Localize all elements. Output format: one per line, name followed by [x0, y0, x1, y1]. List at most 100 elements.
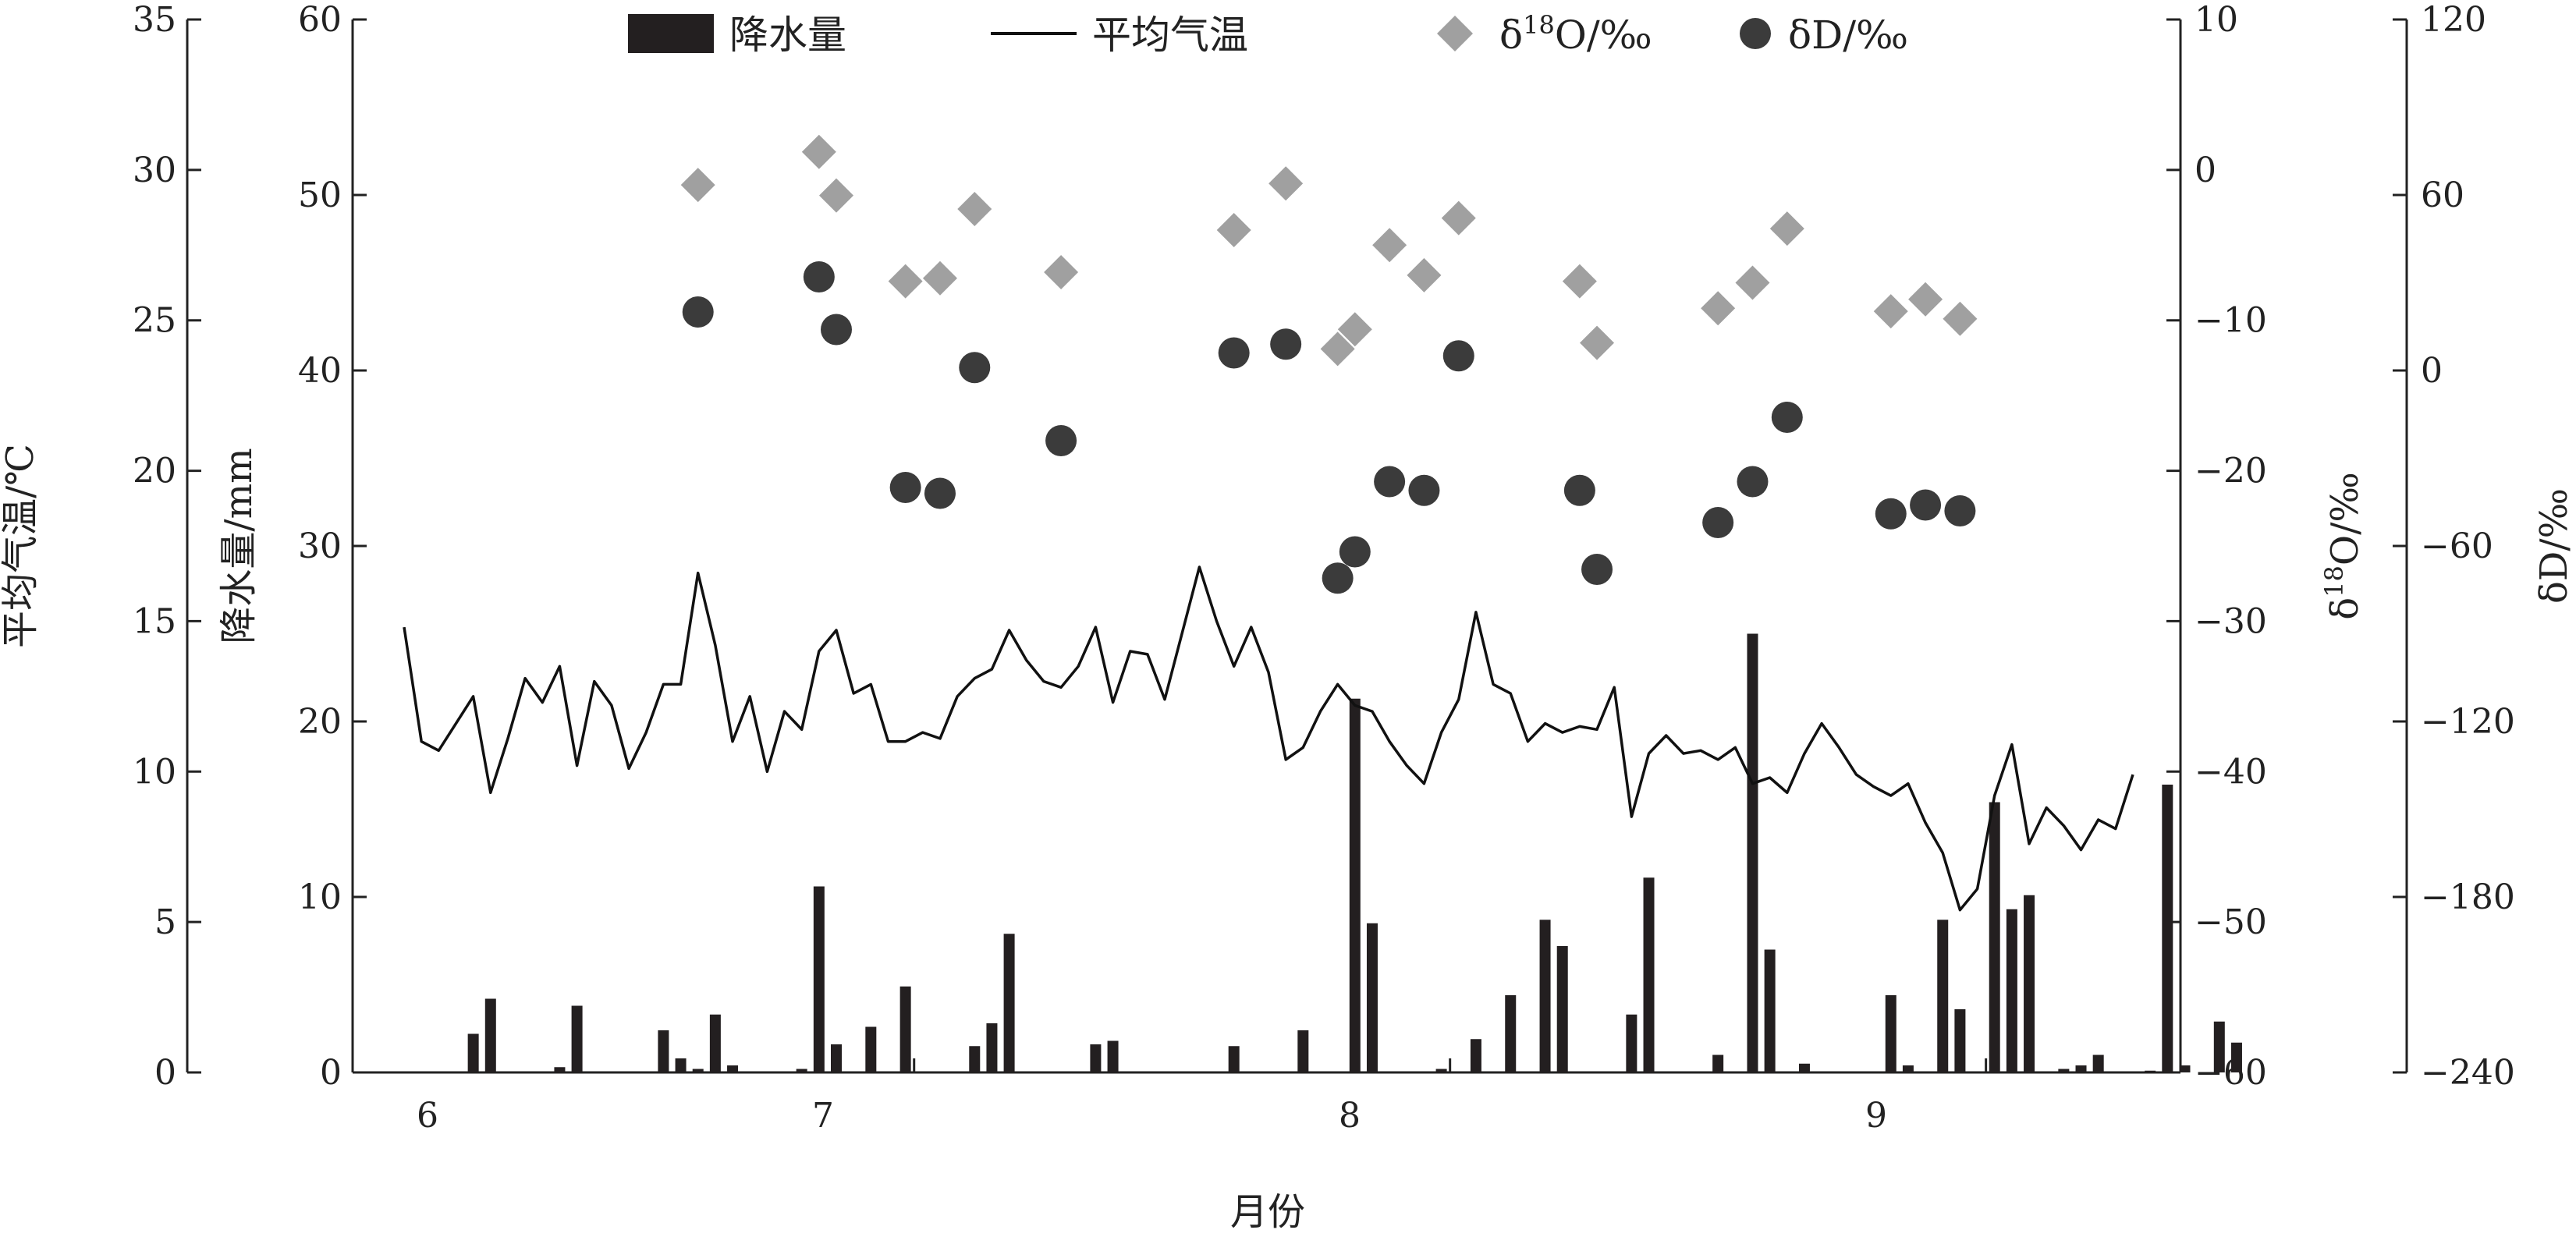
d18o-tick-label: −20	[2195, 452, 2267, 491]
d18o-point	[1268, 166, 1304, 201]
precipitation-bar	[1885, 995, 1897, 1072]
d18o-tick-label: −30	[2195, 601, 2267, 641]
legend-temp-label: 平均气温	[1092, 12, 1248, 58]
d18o-point	[1216, 213, 1251, 247]
d18o-point	[801, 134, 836, 169]
precipitation-bar	[1228, 1046, 1240, 1072]
precipitation-bar	[1297, 1030, 1309, 1072]
axis-ticks: 051015202530350102030405060−60−50−40−30−…	[133, 0, 2515, 1136]
isotope-points	[680, 134, 1978, 594]
dd-point	[682, 296, 714, 328]
precipitation-bar	[2179, 1065, 2191, 1072]
dd-point	[1563, 474, 1595, 506]
precipitation-bar	[1107, 1040, 1119, 1072]
precipitation-bar	[1989, 802, 2000, 1072]
dd-tick-label: −180	[2421, 877, 2515, 917]
dd-point	[1910, 489, 1942, 521]
dd-point	[803, 261, 835, 292]
precipitation-bar	[796, 1069, 807, 1072]
precipitation-bar	[1539, 920, 1551, 1072]
precipitation-bar	[1505, 995, 1517, 1072]
d18o-point	[1562, 264, 1597, 299]
precipitation-tick-label: 30	[298, 526, 342, 566]
precipitation-bar	[1798, 1063, 1810, 1072]
dd-point	[1339, 536, 1371, 568]
precipitation-bar	[1435, 1069, 1447, 1072]
precipitation-bars	[467, 633, 2242, 1072]
precipitation-bar	[554, 1067, 566, 1072]
d18o-tick-label: −40	[2195, 752, 2267, 792]
dd-point	[889, 472, 921, 503]
dd-point	[1218, 337, 1250, 369]
precipitation-bar	[1090, 1044, 1102, 1072]
temperature-tick-label: 5	[154, 902, 176, 942]
x-tick-label: 8	[1339, 1096, 1361, 1136]
precipitation-bar	[692, 1069, 704, 1072]
precipitation-bar	[2092, 1054, 2104, 1072]
d18o-point	[922, 261, 957, 296]
precipitation-tick-label: 40	[298, 351, 342, 391]
temperature-tick-label: 30	[133, 151, 176, 190]
temperature-line	[403, 565, 2134, 912]
precipitation-bar	[2162, 785, 2173, 1072]
precipitation-bar	[1764, 949, 1776, 1072]
precipitation-bar	[467, 1033, 479, 1072]
dd-point	[821, 314, 852, 346]
dd-point	[1270, 328, 1302, 360]
d18o-point	[680, 168, 715, 203]
d18o-tick-label: −60	[2195, 1053, 2267, 1093]
precipitation-bar	[2075, 1065, 2087, 1072]
precipitation-bar	[1937, 920, 1949, 1072]
dd-point	[1581, 554, 1613, 585]
x-tick-label: 6	[417, 1096, 438, 1136]
temperature-tick-label: 0	[154, 1053, 176, 1093]
precipitation-bar	[2145, 1070, 2156, 1072]
precipitation-bar	[831, 1044, 842, 1072]
d18o-point	[1735, 265, 1770, 300]
dd-tick-label: −240	[2421, 1053, 2515, 1093]
dd-point	[1322, 562, 1354, 594]
dd-point	[1045, 425, 1077, 456]
d18o-tick-label: 10	[2195, 0, 2238, 40]
x-tick-label: 7	[812, 1096, 834, 1136]
dd-point	[924, 477, 956, 509]
dd-point	[1374, 466, 1406, 498]
precipitation-bar	[484, 998, 496, 1072]
x-tick-label: 9	[1865, 1096, 1887, 1136]
precipitation-bar	[899, 986, 911, 1072]
d18o-point	[1908, 282, 1943, 317]
legend-dd-marker	[1740, 18, 1771, 49]
precipitation-bar	[1349, 698, 1361, 1072]
dd-point	[959, 352, 991, 384]
dd-tick-label: −120	[2421, 702, 2515, 742]
legend-precip-swatch	[628, 14, 714, 53]
x-axis-title: 月份	[1230, 1190, 1305, 1234]
precipitation-bar	[2024, 895, 2035, 1072]
precipitation-tick-label: 50	[298, 175, 342, 215]
dd-point	[1875, 498, 1907, 530]
precipitation-tick-label: 10	[298, 877, 342, 917]
precipitation-bar	[1954, 1009, 1966, 1072]
d18o-point	[1873, 294, 1908, 329]
d18o-point	[1943, 301, 1978, 336]
precipitation-bar	[2213, 1021, 2225, 1072]
precipitation-bar	[1643, 877, 1655, 1072]
precipitation-bar	[2230, 1042, 2242, 1072]
precipitation-bar	[709, 1014, 721, 1072]
legend: 降水量 平均气温 δ18O/‰ δD/‰	[628, 10, 1908, 58]
d18o-tick-label: −50	[2195, 902, 2267, 942]
dd-point	[1408, 474, 1440, 506]
precipitation-tick-label: 0	[320, 1053, 342, 1093]
precipitation-bar	[1556, 946, 1568, 1072]
precipitation-bar	[1003, 934, 1015, 1072]
d18o-point	[1441, 200, 1476, 236]
legend-d18o-label: δ18O/‰	[1499, 10, 1652, 58]
d18o-point	[819, 178, 853, 213]
d18o-point	[1769, 211, 1804, 246]
precipitation-bar	[2006, 909, 2017, 1072]
precipitation-tick-label: 20	[298, 702, 342, 742]
precipitation-bar	[865, 1026, 877, 1072]
dd-tick-label: 0	[2421, 351, 2443, 391]
dd-tick-label: 120	[2421, 0, 2486, 40]
